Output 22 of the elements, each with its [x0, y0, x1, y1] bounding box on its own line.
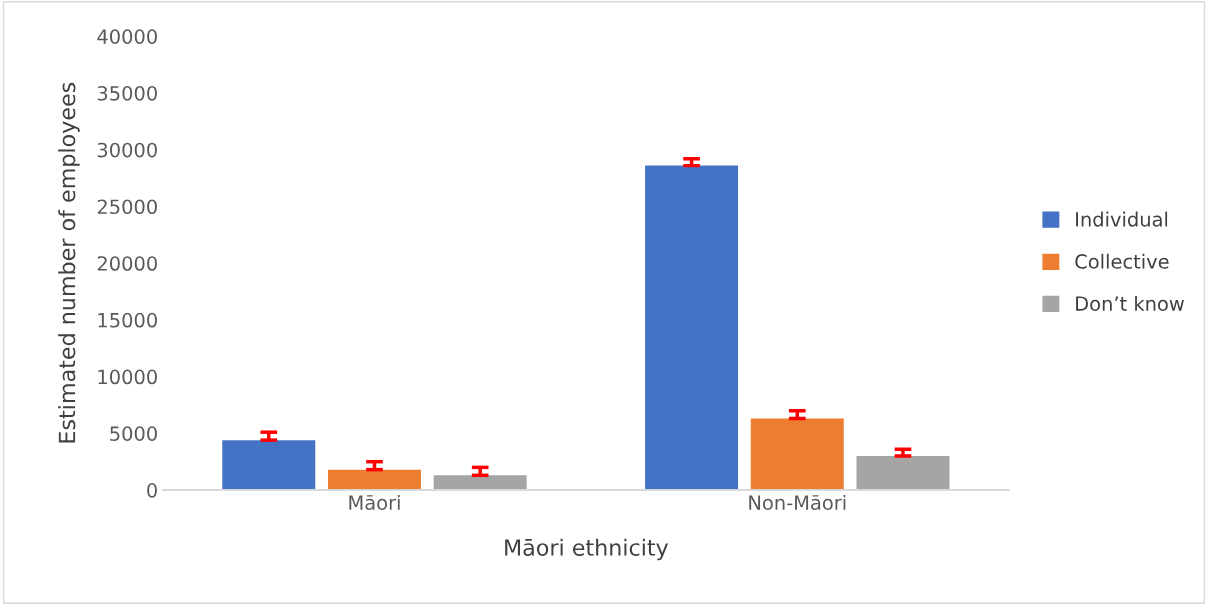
y-tick-label: 35000 — [97, 85, 157, 101]
legend-label: Collective — [1075, 253, 1169, 269]
bar — [856, 456, 950, 491]
y-tick-label: 40000 — [97, 29, 157, 44]
bar — [645, 165, 739, 491]
bar — [222, 440, 316, 491]
bar — [327, 469, 421, 491]
x-tick-label: Māori — [349, 494, 400, 510]
bar — [433, 475, 527, 491]
x-tick-label: Non-Māori — [749, 494, 846, 510]
y-tick-label: 5000 — [110, 426, 157, 441]
y-tick-label: 25000 — [97, 199, 157, 215]
legend-label: Individual — [1076, 211, 1168, 227]
bar — [750, 418, 844, 491]
y-tick-label: 10000 — [98, 369, 157, 385]
y-tick-label: 30000 — [97, 142, 157, 158]
y-tick-label: 0 — [147, 483, 157, 498]
x-axis-title: Māori ethnicity — [505, 538, 669, 561]
legend-label: Don’t know — [1076, 295, 1184, 311]
y-tick-label: 20000 — [97, 256, 157, 271]
y-tick-label: 15000 — [98, 312, 157, 328]
y-axis-title: Estimated number of employees — [58, 82, 80, 443]
